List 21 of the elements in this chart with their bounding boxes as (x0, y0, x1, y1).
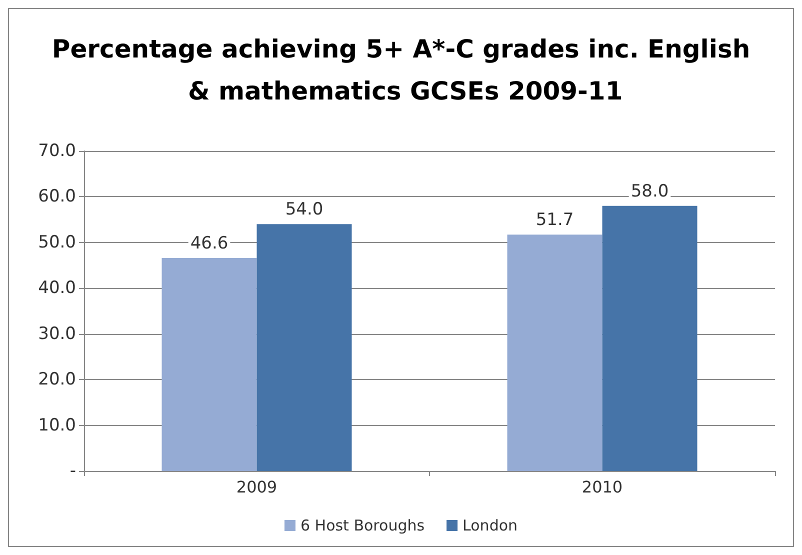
y-tick-label: 50.0 (38, 232, 76, 252)
y-tick-label: 70.0 (38, 141, 76, 161)
data-label: 54.0 (285, 200, 324, 220)
y-tick-label: 60.0 (38, 186, 76, 207)
legend-label: London (462, 516, 518, 534)
bar (162, 258, 257, 471)
data-label: 46.6 (190, 233, 228, 254)
chart-title: Percentage achieving 5+ A*-C grades inc. English & mathematics GCSEs 2009-11 (52, 34, 750, 106)
y-tick-label: 20.0 (38, 370, 76, 390)
data-label: 58.0 (630, 181, 669, 202)
bar (256, 224, 352, 471)
y-tick-label: - (70, 461, 76, 481)
bar (507, 234, 602, 471)
y-tick-label: 30.0 (38, 324, 76, 344)
x-tick-label: 2009 (236, 478, 278, 496)
y-tick-label: 10.0 (38, 415, 76, 436)
data-label: 51.7 (536, 210, 574, 230)
bar (602, 206, 698, 471)
legend-label: 6 Host Boroughs (300, 516, 425, 534)
y-tick-label: 40.0 (38, 278, 76, 298)
x-tick-label: 2010 (582, 478, 623, 496)
